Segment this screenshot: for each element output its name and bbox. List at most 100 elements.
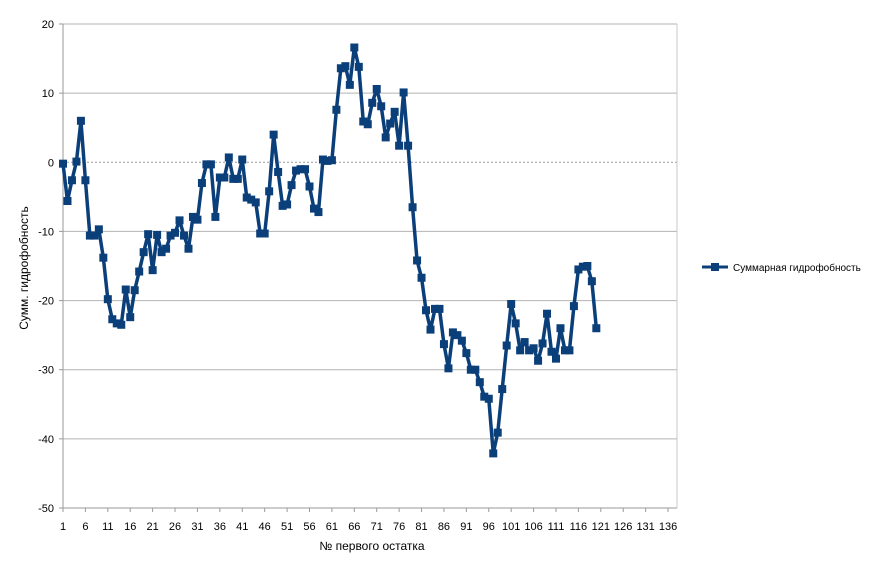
data-point: [587, 277, 596, 286]
data-point: [193, 215, 202, 224]
data-point: [197, 179, 206, 188]
data-point: [417, 273, 426, 282]
data-point: [439, 340, 448, 349]
data-point: [305, 182, 314, 191]
data-point: [229, 174, 238, 183]
data-point: [408, 203, 417, 212]
data-point: [211, 212, 220, 221]
data-point: [413, 256, 422, 265]
data-point: [301, 165, 310, 174]
data-point: [188, 212, 197, 221]
data-point: [350, 43, 359, 52]
legend-square-marker: [711, 263, 719, 271]
data-point: [269, 130, 278, 139]
series-layer: [59, 43, 601, 458]
y-tick-label: -10: [38, 226, 54, 238]
data-point: [144, 230, 153, 239]
data-point: [309, 204, 318, 213]
data-point: [206, 160, 215, 169]
data-point: [592, 324, 601, 333]
data-point: [448, 328, 457, 337]
data-point: [112, 319, 121, 328]
x-tick-label: 61: [326, 521, 338, 533]
data-point: [327, 156, 336, 165]
data-point: [72, 157, 81, 166]
x-tick-label: 126: [614, 521, 632, 533]
data-point: [220, 173, 229, 182]
y-tick-label: -50: [38, 503, 54, 515]
x-axis-title: № первого остатка: [319, 539, 425, 553]
data-point: [560, 346, 569, 355]
data-point: [547, 347, 556, 356]
data-point: [520, 338, 529, 347]
x-tick-label: 96: [483, 521, 495, 533]
y-tick-label: -20: [38, 296, 54, 308]
data-point: [345, 80, 354, 89]
data-point: [354, 62, 363, 71]
data-point: [256, 229, 265, 238]
data-point: [287, 181, 296, 190]
data-point: [85, 231, 94, 240]
data-point: [372, 84, 381, 93]
x-tick-label: 36: [214, 521, 226, 533]
data-point: [399, 88, 408, 97]
data-point: [583, 262, 592, 270]
x-tick-label: 46: [259, 521, 271, 533]
data-point: [292, 166, 301, 175]
x-tick-label: 76: [393, 521, 405, 533]
data-point: [484, 394, 493, 403]
data-point: [457, 336, 466, 345]
x-tick-label: 16: [124, 521, 136, 533]
x-tick-label: 106: [524, 521, 542, 533]
data-point: [444, 364, 453, 373]
data-point: [59, 159, 67, 168]
data-point: [117, 320, 126, 329]
x-tick-label: 86: [438, 521, 450, 533]
x-tick-label: 11: [102, 521, 113, 533]
data-point: [202, 160, 211, 169]
data-point: [551, 354, 560, 363]
data-point: [525, 346, 534, 355]
x-tick-label: 41: [236, 521, 248, 533]
data-point: [265, 187, 274, 196]
x-tick-label: 91: [460, 521, 472, 533]
data-point: [502, 341, 511, 350]
x-tick-label: 26: [169, 521, 181, 533]
x-tick-label: 66: [348, 521, 360, 533]
data-point: [453, 331, 462, 340]
data-point: [404, 141, 413, 150]
data-point: [76, 116, 85, 125]
data-point: [332, 105, 341, 114]
data-point: [556, 324, 565, 333]
data-point: [511, 319, 520, 328]
data-point: [323, 156, 332, 165]
data-point: [466, 365, 475, 374]
data-point: [493, 428, 502, 437]
data-point: [565, 346, 574, 355]
data-point: [238, 155, 247, 164]
data-point: [99, 253, 108, 262]
data-point: [180, 231, 189, 240]
data-point: [153, 230, 162, 239]
data-point: [162, 244, 171, 253]
y-tick-label: -40: [38, 434, 54, 446]
data-point: [318, 155, 327, 164]
data-point: [260, 229, 269, 238]
data-point: [90, 231, 99, 240]
data-point: [480, 392, 489, 401]
data-point: [139, 248, 148, 257]
x-tick-label: 51: [281, 521, 293, 533]
data-point: [215, 173, 224, 182]
data-point: [359, 117, 368, 126]
data-point: [296, 165, 305, 174]
data-point: [108, 315, 117, 324]
data-point: [471, 365, 480, 374]
data-point: [426, 325, 435, 334]
data-point: [130, 286, 139, 295]
x-tick-label: 31: [191, 521, 203, 533]
x-tick-label: 121: [592, 521, 610, 533]
data-point: [171, 228, 180, 237]
data-point: [148, 266, 157, 275]
data-point: [341, 62, 350, 71]
